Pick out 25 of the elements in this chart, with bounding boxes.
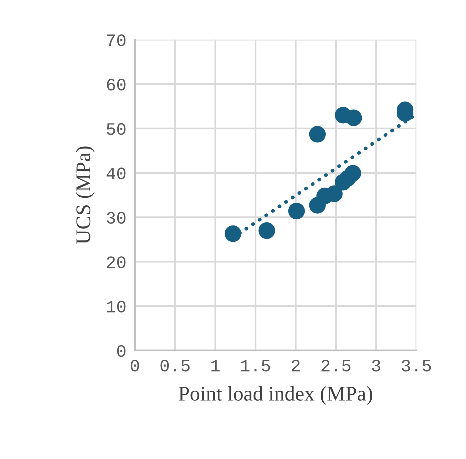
x-tick-label: 3.5 — [402, 360, 432, 372]
y-tick-label: 20 — [107, 256, 126, 268]
y-tick-label: 10 — [107, 300, 126, 313]
point — [346, 110, 362, 126]
x-tick-label: 2.5 — [322, 360, 351, 372]
point — [258, 222, 276, 240]
x-tick-label: 3 — [372, 360, 380, 372]
y-tick-label: 0 — [117, 345, 126, 358]
point — [309, 126, 326, 143]
x-tick-label: 1.5 — [241, 360, 270, 372]
x-axis-title: Point load index (MPa) — [178, 386, 372, 406]
y-tick-label: 70 — [107, 34, 126, 46]
x-tick-label: 1 — [212, 360, 220, 372]
x-tick-label: 2 — [292, 360, 300, 372]
x-tick-label: 0.5 — [160, 360, 190, 372]
point — [288, 202, 306, 220]
point — [224, 226, 242, 242]
x-tick-label: 0 — [130, 360, 140, 372]
y-axis-title: UCS (MPa) — [76, 146, 95, 244]
y-tick-label: 60 — [107, 79, 126, 91]
y-tick-label: 50 — [107, 123, 126, 136]
y-tick-label: 30 — [107, 212, 126, 224]
point — [326, 186, 343, 202]
point — [344, 165, 362, 182]
y-tick-label: 40 — [106, 168, 126, 180]
